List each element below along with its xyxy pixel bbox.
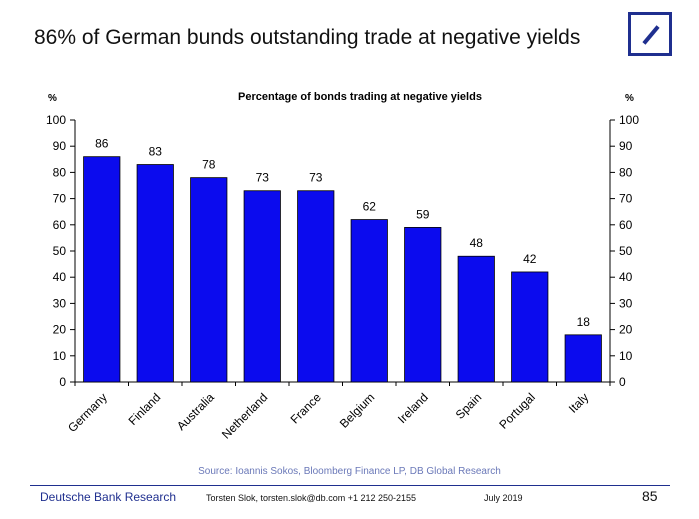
category-label-ireland: Ireland xyxy=(395,390,431,426)
y-tick-label-left: 30 xyxy=(53,296,67,310)
category-label-australia: Australia xyxy=(174,390,217,433)
y-tick-label-left: 0 xyxy=(59,375,66,389)
data-label-finland: 83 xyxy=(149,145,163,159)
bar-finland xyxy=(136,164,174,383)
bar-germany xyxy=(83,156,121,383)
category-label-finland: Finland xyxy=(126,390,164,428)
y-tick-label-right: 20 xyxy=(619,323,633,337)
y-tick-label-left: 70 xyxy=(53,192,67,206)
data-label-portugal: 42 xyxy=(523,252,537,266)
data-label-australia: 78 xyxy=(202,158,216,172)
bar-france xyxy=(297,190,335,383)
category-label-germany: Germany xyxy=(65,390,110,435)
category-label-spain: Spain xyxy=(453,390,485,422)
y-tick-label-left: 50 xyxy=(53,244,67,258)
y-tick-label-left: 20 xyxy=(53,323,67,337)
footer-divider xyxy=(30,485,670,486)
source-note: Source: Ioannis Sokos, Bloomberg Finance… xyxy=(198,466,501,477)
y-tick-label-left: 100 xyxy=(46,113,66,127)
y-tick-label-right: 10 xyxy=(619,349,633,363)
y-tick-label-right: 70 xyxy=(619,192,633,206)
y-tick-label-left: 10 xyxy=(53,349,67,363)
y-tick-label-left: 90 xyxy=(53,139,67,153)
category-label-netherland: Netherland xyxy=(219,390,270,441)
page-number: 85 xyxy=(642,488,658,504)
bar-spain xyxy=(457,255,495,383)
bar-ireland xyxy=(404,227,442,383)
footer-date: July 2019 xyxy=(484,493,523,503)
y-tick-label-left: 60 xyxy=(53,218,67,232)
footer-author: Torsten Slok, torsten.slok@db.com +1 212… xyxy=(206,493,417,503)
y-tick-label-left: 80 xyxy=(53,165,67,179)
bars-group xyxy=(83,156,602,383)
bar-portugal xyxy=(511,271,549,383)
data-label-germany: 86 xyxy=(95,137,109,151)
bar-italy xyxy=(564,334,602,383)
chart-title: Percentage of bonds trading at negative … xyxy=(238,91,482,103)
data-label-spain: 48 xyxy=(470,236,484,250)
y-tick-label-right: 100 xyxy=(619,113,639,127)
data-label-italy: 18 xyxy=(577,315,591,329)
y-tick-label-right: 40 xyxy=(619,270,633,284)
data-label-belgium: 62 xyxy=(363,200,377,214)
footer-brand: Deutsche Bank Research xyxy=(40,490,177,504)
data-label-france: 73 xyxy=(309,171,323,185)
y-tick-label-right: 50 xyxy=(619,244,633,258)
category-label-belgium: Belgium xyxy=(337,390,378,431)
y-tick-label-right: 30 xyxy=(619,296,633,310)
bar-australia xyxy=(190,177,228,383)
bar-netherland xyxy=(243,190,281,383)
category-label-france: France xyxy=(288,390,325,427)
y-tick-label-right: 80 xyxy=(619,165,633,179)
y-axis-right-label: % xyxy=(625,93,634,104)
category-label-portugal: Portugal xyxy=(496,390,538,432)
deutsche-bank-logo xyxy=(628,12,672,56)
y-tick-label-right: 60 xyxy=(619,218,633,232)
slide-title: 86% of German bunds outstanding trade at… xyxy=(34,26,581,49)
y-tick-label-right: 90 xyxy=(619,139,633,153)
y-tick-label-right: 0 xyxy=(619,375,626,389)
data-label-netherland: 73 xyxy=(256,171,270,185)
y-tick-label-left: 40 xyxy=(53,270,67,284)
data-label-ireland: 59 xyxy=(416,207,430,221)
y-axis-left-label: % xyxy=(48,93,57,104)
bar-belgium xyxy=(350,219,388,383)
category-label-italy: Italy xyxy=(566,390,591,415)
axes-group: 0 0 10 10 20 20 30 30 40 40 50 50 60 60 70 70 80 80 90 90 10… xyxy=(46,113,639,389)
